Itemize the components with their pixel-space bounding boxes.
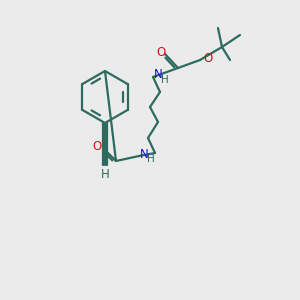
Text: O: O	[92, 140, 102, 154]
Text: N: N	[140, 148, 149, 160]
Text: H: H	[100, 168, 109, 181]
Text: N: N	[154, 68, 163, 82]
Text: O: O	[156, 46, 166, 59]
Text: H: H	[147, 154, 155, 164]
Text: H: H	[161, 75, 169, 85]
Text: O: O	[203, 52, 212, 65]
